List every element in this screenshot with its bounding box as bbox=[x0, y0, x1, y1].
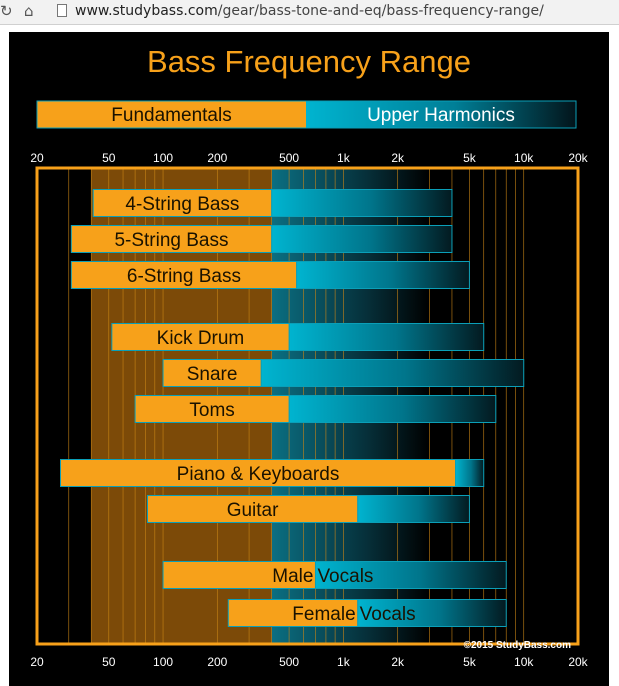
top-axis-tick-label: 200 bbox=[207, 151, 227, 165]
instrument-row: Male Vocals bbox=[162, 561, 507, 589]
legend: Fundamentals Upper Harmonics bbox=[36, 100, 577, 129]
copyright-note: ©2015 StudyBass.com bbox=[464, 640, 572, 651]
instrument-label: 5-String Bass bbox=[114, 230, 228, 251]
fundamental-bar bbox=[70, 225, 273, 253]
fundamental-bar bbox=[92, 189, 273, 217]
bottom-axis-tick-label: 1k bbox=[337, 655, 351, 669]
harmonics-bar bbox=[288, 323, 485, 351]
fundamental-bar bbox=[70, 261, 298, 289]
url-path: /gear/bass-tone-and-eq/bass-frequency-ra… bbox=[217, 3, 544, 19]
x-axis-top: 20 50 100 200 500 1k 2k 5k 10k 20k bbox=[30, 151, 588, 165]
bottom-axis-tick-label: 20 bbox=[30, 655, 44, 669]
top-axis-tick-label: 1k bbox=[337, 151, 351, 165]
harmonics-bar bbox=[357, 599, 507, 627]
plot-frame bbox=[35, 166, 580, 646]
fundamental-bar bbox=[111, 323, 290, 351]
chart-title: Bass Frequency Range bbox=[147, 44, 471, 79]
url-field[interactable]: www.studybass.com/gear/bass-tone-and-eq/… bbox=[75, 2, 544, 20]
legend-harmonics-swatch bbox=[306, 101, 576, 128]
fundamental-bar bbox=[134, 395, 290, 423]
instrument-row: 6-String Bass bbox=[70, 261, 470, 289]
instrument-label: Snare bbox=[187, 364, 238, 385]
instrument-row: Guitar bbox=[147, 495, 470, 523]
frequency-range-chart: Bass Frequency Range Fundamentals Upper H… bbox=[30, 44, 588, 669]
bottom-axis-tick-label: 200 bbox=[207, 655, 227, 669]
harmonics-bar bbox=[271, 189, 453, 217]
fundamental-bar bbox=[60, 459, 457, 487]
bottom-axis-tick-label: 2k bbox=[391, 655, 405, 669]
top-axis-tick-label: 20 bbox=[30, 151, 44, 165]
instrument-row: 5-String Bass bbox=[70, 225, 453, 253]
instrument-label: Kick Drum bbox=[157, 328, 245, 349]
instrument-label-part: Vocals bbox=[317, 566, 373, 587]
instrument-label: Guitar bbox=[227, 500, 279, 521]
fundamental-bar bbox=[162, 359, 262, 387]
instrument-label: Toms bbox=[189, 400, 234, 421]
top-axis-tick-label: 100 bbox=[153, 151, 173, 165]
instrument-row: Piano & Keyboards bbox=[60, 459, 485, 487]
top-axis-tick-label: 20k bbox=[568, 151, 588, 165]
page-icon bbox=[57, 4, 67, 17]
instrument-row: Snare bbox=[162, 359, 525, 387]
instrument-label: 4-String Bass bbox=[125, 194, 239, 215]
top-axis-tick-label: 5k bbox=[463, 151, 477, 165]
chart-panel: Bass Frequency Range Fundamentals Upper H… bbox=[9, 32, 609, 686]
fundamental-bar bbox=[162, 561, 316, 589]
harmonics-bar bbox=[260, 359, 525, 387]
top-axis-tick-label: 10k bbox=[514, 151, 534, 165]
home-icon[interactable]: ⌂ bbox=[24, 2, 34, 20]
bottom-axis-tick-label: 100 bbox=[153, 655, 173, 669]
harmonics-bar bbox=[357, 495, 470, 523]
bottom-axis-tick-label: 50 bbox=[102, 655, 116, 669]
instrument-label: Piano & Keyboards bbox=[177, 464, 340, 485]
browser-address-bar: ↻ ⌂ www.studybass.com/gear/bass-tone-and… bbox=[0, 0, 619, 25]
legend-label-harmonics: Upper Harmonics bbox=[367, 105, 515, 126]
harmonics-bar bbox=[288, 395, 497, 423]
top-axis-tick-label: 500 bbox=[279, 151, 299, 165]
harmonics-bar bbox=[296, 261, 470, 289]
instrument-row: Toms bbox=[134, 395, 497, 423]
harmonics-bar bbox=[455, 459, 485, 487]
instrument-label-part: Male bbox=[272, 566, 313, 587]
instrument-label-part: Vocals bbox=[360, 604, 416, 625]
legend-fundamentals-swatch bbox=[37, 101, 306, 128]
bottom-axis-tick-label: 20k bbox=[568, 655, 588, 669]
harmonics-bar bbox=[314, 561, 507, 589]
instrument-row: Female Vocals bbox=[227, 599, 507, 627]
legend-border bbox=[36, 100, 577, 129]
fundamental-bar bbox=[147, 495, 359, 523]
legend-label-fundamentals: Fundamentals bbox=[111, 105, 231, 126]
instrument-label-part: Female bbox=[292, 604, 355, 625]
instrument-row: 4-String Bass bbox=[92, 189, 453, 217]
plot-area: 4-String Bass 5-String Bass 6-String Bass K… bbox=[35, 166, 580, 646]
bottom-axis-tick-label: 10k bbox=[514, 655, 534, 669]
bottom-axis-tick-label: 500 bbox=[279, 655, 299, 669]
x-axis-bottom: 20 50 100 200 500 1k 2k 5k 10k 20k bbox=[30, 655, 588, 669]
url-domain: www.studybass.com bbox=[75, 3, 218, 19]
instrument-row: Kick Drum bbox=[111, 323, 485, 351]
fundamental-bar bbox=[227, 599, 359, 627]
harmonics-bar bbox=[271, 225, 453, 253]
instrument-label: 6-String Bass bbox=[127, 266, 241, 287]
bottom-axis-tick-label: 5k bbox=[463, 655, 477, 669]
top-axis-tick-label: 50 bbox=[102, 151, 116, 165]
top-axis-tick-label: 2k bbox=[391, 151, 405, 165]
reload-icon[interactable]: ↻ bbox=[0, 2, 13, 20]
